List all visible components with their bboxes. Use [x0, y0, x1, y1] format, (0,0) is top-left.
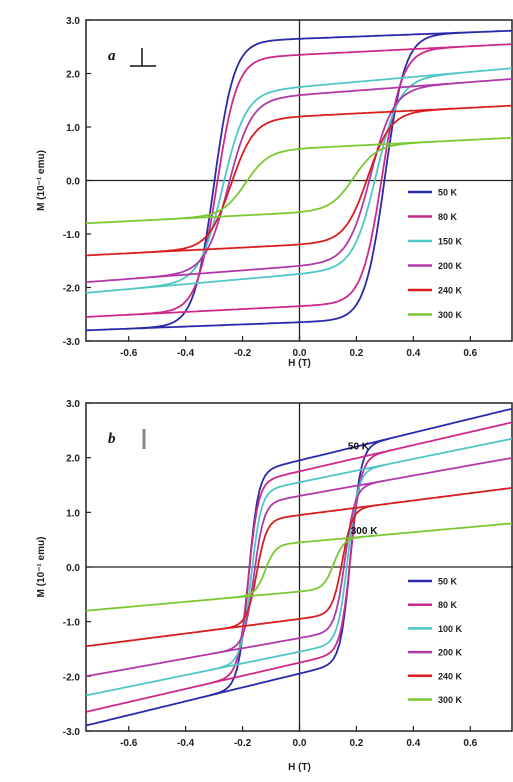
y-tick-label: 3.0 [66, 16, 80, 27]
legend-label: 80 K [438, 600, 458, 610]
hysteresis-loop-50k [86, 29, 512, 332]
panel-a: 3.0 2.0 1.0 0.0 -1.0 -2.0 -3.0 -0.6 -0.4 -0.2 0.0 0… [36, 16, 513, 369]
y-tick-label: 1.0 [66, 508, 80, 519]
x-tick-label: -0.2 [234, 738, 252, 749]
y-tick-label: -3.0 [63, 337, 81, 348]
curve-annotation: 300 K [351, 526, 378, 537]
x-axis-label: H (T) [288, 762, 311, 773]
hysteresis-loop-150k [86, 67, 512, 294]
legend-label: 300 K [438, 695, 463, 705]
curves-group [86, 29, 512, 332]
x-tick-label: 0.6 [463, 348, 477, 359]
y-tick-label: 0.0 [66, 177, 80, 188]
hysteresis-loop-50k [86, 407, 512, 727]
y-tick-label: 3.0 [66, 399, 80, 410]
legend-label: 50 K [438, 577, 458, 587]
x-tick-label: -0.4 [177, 348, 195, 359]
legend-label: 50 K [438, 188, 458, 198]
y-axis-label: M (10⁻¹ emu) [36, 150, 47, 211]
hysteresis-loop-200k [86, 78, 512, 284]
legend-label: 240 K [438, 671, 463, 681]
y-tick-label: 1.0 [66, 123, 80, 134]
x-tick-label: 0.0 [293, 738, 307, 749]
x-tick-label: -0.6 [120, 348, 138, 359]
y-tick-label: 2.0 [66, 70, 80, 81]
legend-label: 150 K [438, 237, 463, 247]
hysteresis-loop-80k [86, 421, 512, 713]
hysteresis-loop-80k [86, 43, 512, 318]
x-axis-label: H (T) [288, 358, 311, 369]
y-tick-label: -3.0 [63, 727, 81, 738]
x-tick-label: -0.2 [234, 348, 252, 359]
x-tick-label: 0.6 [463, 738, 477, 749]
hysteresis-loop-300k [86, 136, 512, 225]
y-tick-label: 0.0 [66, 563, 80, 574]
hysteresis-loop-300k [86, 522, 512, 612]
x-tick-label: -0.4 [177, 738, 195, 749]
x-tick-label: 0.4 [406, 738, 420, 749]
x-tick-label: -0.6 [120, 738, 138, 749]
y-tick-label: -2.0 [63, 672, 81, 683]
x-tick-label: 0.2 [349, 738, 363, 749]
panel-letter: a [108, 48, 116, 64]
y-tick-label: -1.0 [63, 618, 81, 629]
hysteresis-loop-240k [86, 104, 512, 257]
x-tick-label: 0.2 [349, 348, 363, 359]
legend-label: 200 K [438, 261, 463, 271]
y-tick-label: -1.0 [63, 230, 81, 241]
curve-annotation: 50 K [348, 441, 370, 452]
hysteresis-loop-240k [86, 486, 512, 648]
panel-letter: b [108, 431, 116, 447]
hysteresis-loop-200k [86, 456, 512, 678]
legend-label: 200 K [438, 648, 463, 658]
y-axis-label: M (10⁻¹ emu) [36, 537, 47, 598]
legend-label: 80 K [438, 212, 458, 222]
y-tick-label: -2.0 [63, 284, 81, 295]
legend-label: 240 K [438, 286, 463, 296]
x-tick-label: 0.4 [406, 348, 420, 359]
legend-label: 100 K [438, 624, 463, 634]
legend-label: 300 K [438, 310, 463, 320]
panel-b: 3.0 2.0 1.0 0.0 -1.0 -2.0 -3.0 -0.6 -0.4 -0.2 0.0 0… [36, 399, 513, 773]
x-tick-label: 0.0 [293, 348, 307, 359]
y-tick-label: 2.0 [66, 454, 80, 465]
curves-group [86, 407, 512, 727]
hysteresis-loop-100k [86, 437, 512, 697]
